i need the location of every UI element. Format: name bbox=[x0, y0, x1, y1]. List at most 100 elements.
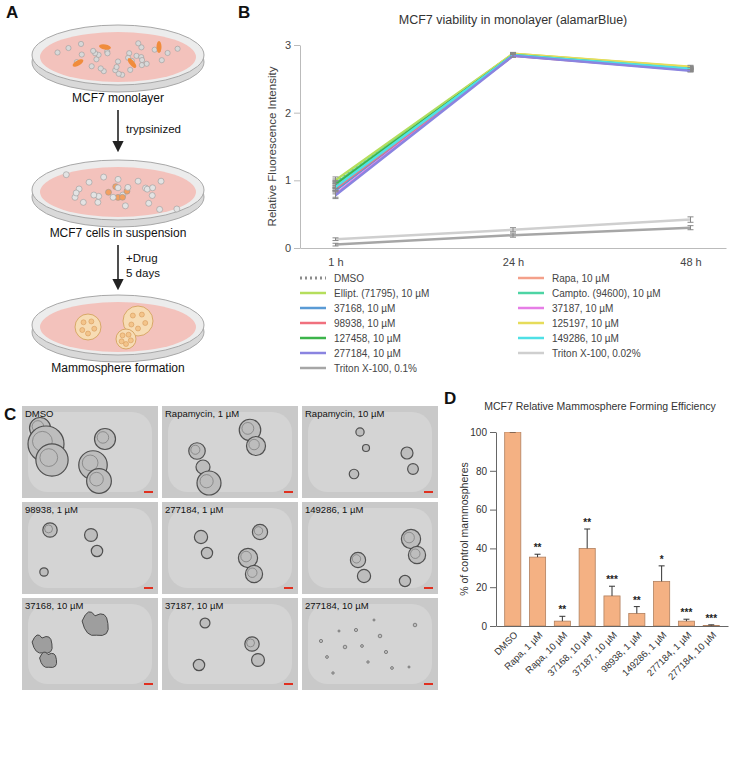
error-bar-cap bbox=[688, 69, 694, 70]
error-bar bbox=[510, 54, 516, 57]
micrograph-label: Rapamycin, 1 µM bbox=[165, 408, 239, 419]
series-line bbox=[336, 56, 691, 189]
cell bbox=[144, 186, 150, 192]
sphere bbox=[413, 623, 417, 627]
arrow-label: trypsinized bbox=[126, 123, 181, 135]
error-bar-cap bbox=[333, 183, 339, 184]
legend-label: 37187, 10 µM bbox=[552, 303, 613, 314]
scale-bar bbox=[144, 491, 153, 493]
series-line bbox=[336, 228, 691, 245]
plot-area bbox=[505, 432, 720, 626]
bar bbox=[529, 557, 545, 626]
error-bar bbox=[333, 238, 339, 241]
chart-title: MCF7 viability in monolayer (alamarBlue) bbox=[399, 13, 628, 27]
error-bar-cap bbox=[688, 72, 694, 73]
cell bbox=[73, 190, 79, 196]
error-bar-cap bbox=[333, 181, 339, 182]
error-bar bbox=[510, 233, 516, 237]
error-bar-cap bbox=[510, 233, 516, 234]
sphere-inner bbox=[248, 568, 257, 577]
micrograph-image bbox=[302, 406, 438, 498]
step-label: Mammosphere formation bbox=[51, 361, 184, 375]
error-bar-cap bbox=[688, 67, 694, 68]
cell bbox=[89, 319, 94, 324]
sphere bbox=[326, 656, 329, 659]
tick-label: 100 bbox=[470, 427, 487, 438]
cell bbox=[119, 194, 125, 200]
micrograph: 277184, 10 µM bbox=[302, 598, 438, 690]
cell bbox=[81, 320, 86, 325]
series-line bbox=[336, 54, 691, 185]
micrograph-vignette bbox=[28, 604, 152, 684]
series-line bbox=[336, 55, 691, 190]
error-bar-cap bbox=[510, 53, 516, 54]
error-bar-stem bbox=[335, 192, 336, 199]
legend-swatch bbox=[300, 352, 326, 355]
error-bar-cap bbox=[510, 227, 516, 228]
scale-bar bbox=[144, 683, 153, 685]
legend-swatch bbox=[300, 367, 326, 370]
micrograph-vignette bbox=[28, 412, 152, 492]
cell bbox=[159, 58, 164, 63]
cell bbox=[86, 331, 91, 336]
legend: DMSORapa, 10 µMEllipt. (71795), 10 µMCam… bbox=[300, 273, 661, 374]
tick-label: 2 bbox=[285, 107, 291, 119]
tick-mark bbox=[294, 248, 300, 249]
sphere bbox=[408, 464, 419, 475]
mammosphere bbox=[116, 329, 136, 349]
figure: ABCDMCF7 monolayerMCF7 cells in suspensi… bbox=[0, 0, 736, 772]
x-tick: 277184, 10 µM bbox=[666, 626, 719, 682]
cell bbox=[152, 47, 157, 52]
sphere bbox=[399, 575, 410, 586]
micrograph-label: 277184, 10 µM bbox=[305, 600, 369, 611]
x-tick: 48 h bbox=[680, 248, 701, 268]
cell bbox=[174, 206, 180, 212]
legend-swatch bbox=[300, 277, 326, 280]
dish bbox=[32, 295, 204, 362]
arrow bbox=[117, 245, 119, 288]
sphere bbox=[373, 619, 375, 621]
tick-mark bbox=[294, 113, 300, 114]
error-bar bbox=[688, 67, 694, 70]
micrograph-label: 98938, 1 µM bbox=[25, 504, 78, 515]
error-bar-cap bbox=[535, 554, 541, 555]
y-tick: 40 bbox=[476, 543, 496, 554]
significance-label: *** bbox=[681, 607, 693, 618]
error-bar bbox=[688, 217, 694, 222]
error-bar-cap bbox=[510, 52, 516, 53]
sphere bbox=[408, 546, 425, 563]
series-line bbox=[336, 54, 691, 182]
cell bbox=[120, 333, 125, 338]
sphere-inner bbox=[249, 439, 259, 449]
error-bar-stem bbox=[587, 529, 588, 548]
dish bbox=[32, 25, 204, 92]
cell bbox=[139, 63, 144, 68]
sphere bbox=[238, 548, 257, 567]
sphere bbox=[197, 471, 221, 495]
arrow-label: +Drug bbox=[126, 252, 158, 264]
arrow bbox=[117, 110, 119, 150]
cell bbox=[55, 50, 60, 55]
x-axis: DMSORapa, 1 µMRapa, 10 µM37168, 10 µM371… bbox=[492, 626, 729, 682]
error-bar-cap bbox=[333, 183, 339, 184]
sphere bbox=[356, 428, 364, 436]
error-bar bbox=[708, 624, 714, 626]
cell bbox=[105, 51, 110, 56]
error-bar-cap bbox=[333, 240, 339, 241]
cell bbox=[136, 41, 141, 46]
cell bbox=[149, 192, 155, 198]
micrograph: 277184, 1 µM bbox=[162, 502, 298, 594]
tick-label: 0 bbox=[285, 242, 291, 254]
legend-swatch bbox=[300, 322, 326, 325]
y-tick: 3 bbox=[285, 39, 300, 51]
tick-label: 60 bbox=[476, 504, 488, 515]
error-bar-cap bbox=[333, 176, 339, 177]
micrograph-vignette bbox=[308, 508, 432, 588]
cell bbox=[105, 189, 111, 195]
micrograph-image bbox=[22, 406, 158, 498]
significance-label: ** bbox=[534, 542, 542, 553]
y-tick: 100 bbox=[470, 427, 496, 438]
error-bar bbox=[634, 607, 640, 614]
error-bar-cap bbox=[688, 229, 694, 230]
y-axis: 0123 bbox=[285, 39, 301, 254]
